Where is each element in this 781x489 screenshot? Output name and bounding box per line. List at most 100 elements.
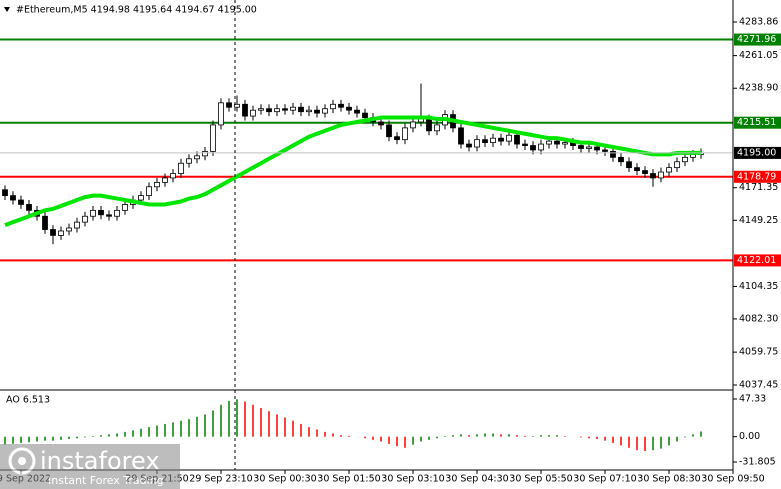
x-tick-label: 29 Sep 23:10 [189, 474, 252, 485]
ao-title: AO 6.513 [6, 395, 50, 406]
x-tick-label: 30 Sep 01:50 [317, 474, 380, 485]
level-label: 4271.96 [737, 34, 776, 45]
chart-title: #Ethereum,M5 4194.98 4195.64 4194.67 419… [16, 5, 257, 16]
candle-body [202, 151, 208, 157]
candle-body [506, 134, 512, 142]
ao-tick-label: 0.00 [739, 431, 760, 442]
candle-body [274, 108, 280, 113]
candle-body [290, 106, 296, 111]
x-tick-label: 30 Sep 09:50 [701, 474, 764, 485]
candle-body [266, 108, 272, 113]
candle-body [194, 155, 200, 160]
x-tick-label: 30 Sep 05:50 [509, 474, 572, 485]
candle-body [322, 108, 328, 114]
candle-body [634, 167, 640, 171]
watermark-logo [8, 447, 36, 475]
candle-body [482, 139, 488, 143]
y-tick-label: 4149.25 [739, 215, 778, 226]
candle-body [146, 186, 152, 197]
candle-body [162, 177, 168, 183]
y-tick-label: 4283.86 [739, 17, 778, 28]
level-label-bg [734, 254, 781, 267]
candle-body [138, 195, 144, 201]
candle-body [298, 106, 304, 113]
level-label: 4215.51 [737, 117, 776, 128]
candle-body [674, 161, 680, 169]
candle-body [378, 121, 384, 126]
candle-body [10, 195, 16, 201]
level-label: 4122.01 [737, 255, 776, 266]
candle-body [546, 140, 552, 145]
candle-body [362, 112, 368, 118]
level-label-bg [734, 170, 781, 183]
moving-average [4, 115, 701, 227]
candle-body [114, 209, 120, 217]
candle-body [578, 145, 584, 149]
candle-body [42, 215, 48, 230]
candle-body [410, 121, 416, 129]
x-tick-label: 30 Sep 08:30 [637, 474, 700, 485]
candle-body [314, 109, 320, 114]
watermark-logo-dot [18, 457, 26, 465]
candle-body [282, 108, 288, 111]
candle-body [610, 151, 616, 158]
candle-body [618, 156, 624, 163]
candle-body [434, 124, 440, 132]
candle-body [530, 145, 536, 151]
candle-body [658, 171, 664, 179]
candle-body [306, 109, 312, 113]
level-label-bg [734, 116, 781, 129]
candle-body [210, 124, 216, 152]
candle-body [426, 118, 432, 132]
y-tick-label: 4238.90 [739, 83, 778, 94]
candle-body [66, 227, 72, 232]
candle-body [474, 139, 480, 148]
candle-body [498, 137, 504, 142]
candle-body [26, 204, 32, 211]
candle-body [346, 106, 352, 111]
candle-body [98, 209, 104, 216]
y-tick-label: 4104.35 [739, 281, 778, 292]
candle-body [18, 199, 24, 205]
current-price-bg [734, 146, 781, 159]
ao-tick-label: -31.805 [739, 457, 776, 468]
menu-triangle[interactable] [4, 7, 10, 12]
watermark-brand: instaforex [40, 447, 160, 475]
candle-body [354, 109, 360, 114]
candle-body [626, 161, 632, 169]
candle-body [154, 181, 160, 188]
candle-body [90, 209, 96, 217]
candle-body [586, 146, 592, 149]
candle-body [226, 102, 232, 108]
candle-body [186, 158, 192, 164]
candle-body [106, 214, 112, 217]
current-price-label: 4195.00 [737, 147, 776, 158]
plot: 4283.86 4261.05 4238.90 4171.35 4149.25 4104.… [0, 17, 781, 485]
candle-body [82, 215, 88, 223]
y-tick-label: 4037.45 [739, 379, 778, 390]
candle-body [258, 108, 264, 111]
candle-body [466, 143, 472, 148]
candle-body [522, 143, 528, 146]
candle-body [666, 167, 672, 173]
y-tick-label: 4059.75 [739, 347, 778, 358]
y-tick-label: 4261.05 [739, 50, 778, 61]
candle-body [122, 204, 128, 211]
candle-body [178, 162, 184, 174]
candle-body [386, 124, 392, 138]
candle-body [402, 127, 408, 141]
candle-body [490, 137, 496, 143]
x-tick-label: 30 Sep 04:30 [445, 474, 508, 485]
candle-body [602, 149, 608, 152]
x-tick-label: 30 Sep 03:10 [381, 474, 444, 485]
candle-body [330, 103, 336, 110]
candle-body [394, 136, 400, 141]
candle-body [538, 143, 544, 151]
candle-body [338, 103, 344, 108]
candle-body [562, 142, 568, 145]
candle-body [2, 189, 8, 197]
candle-body [218, 102, 224, 126]
